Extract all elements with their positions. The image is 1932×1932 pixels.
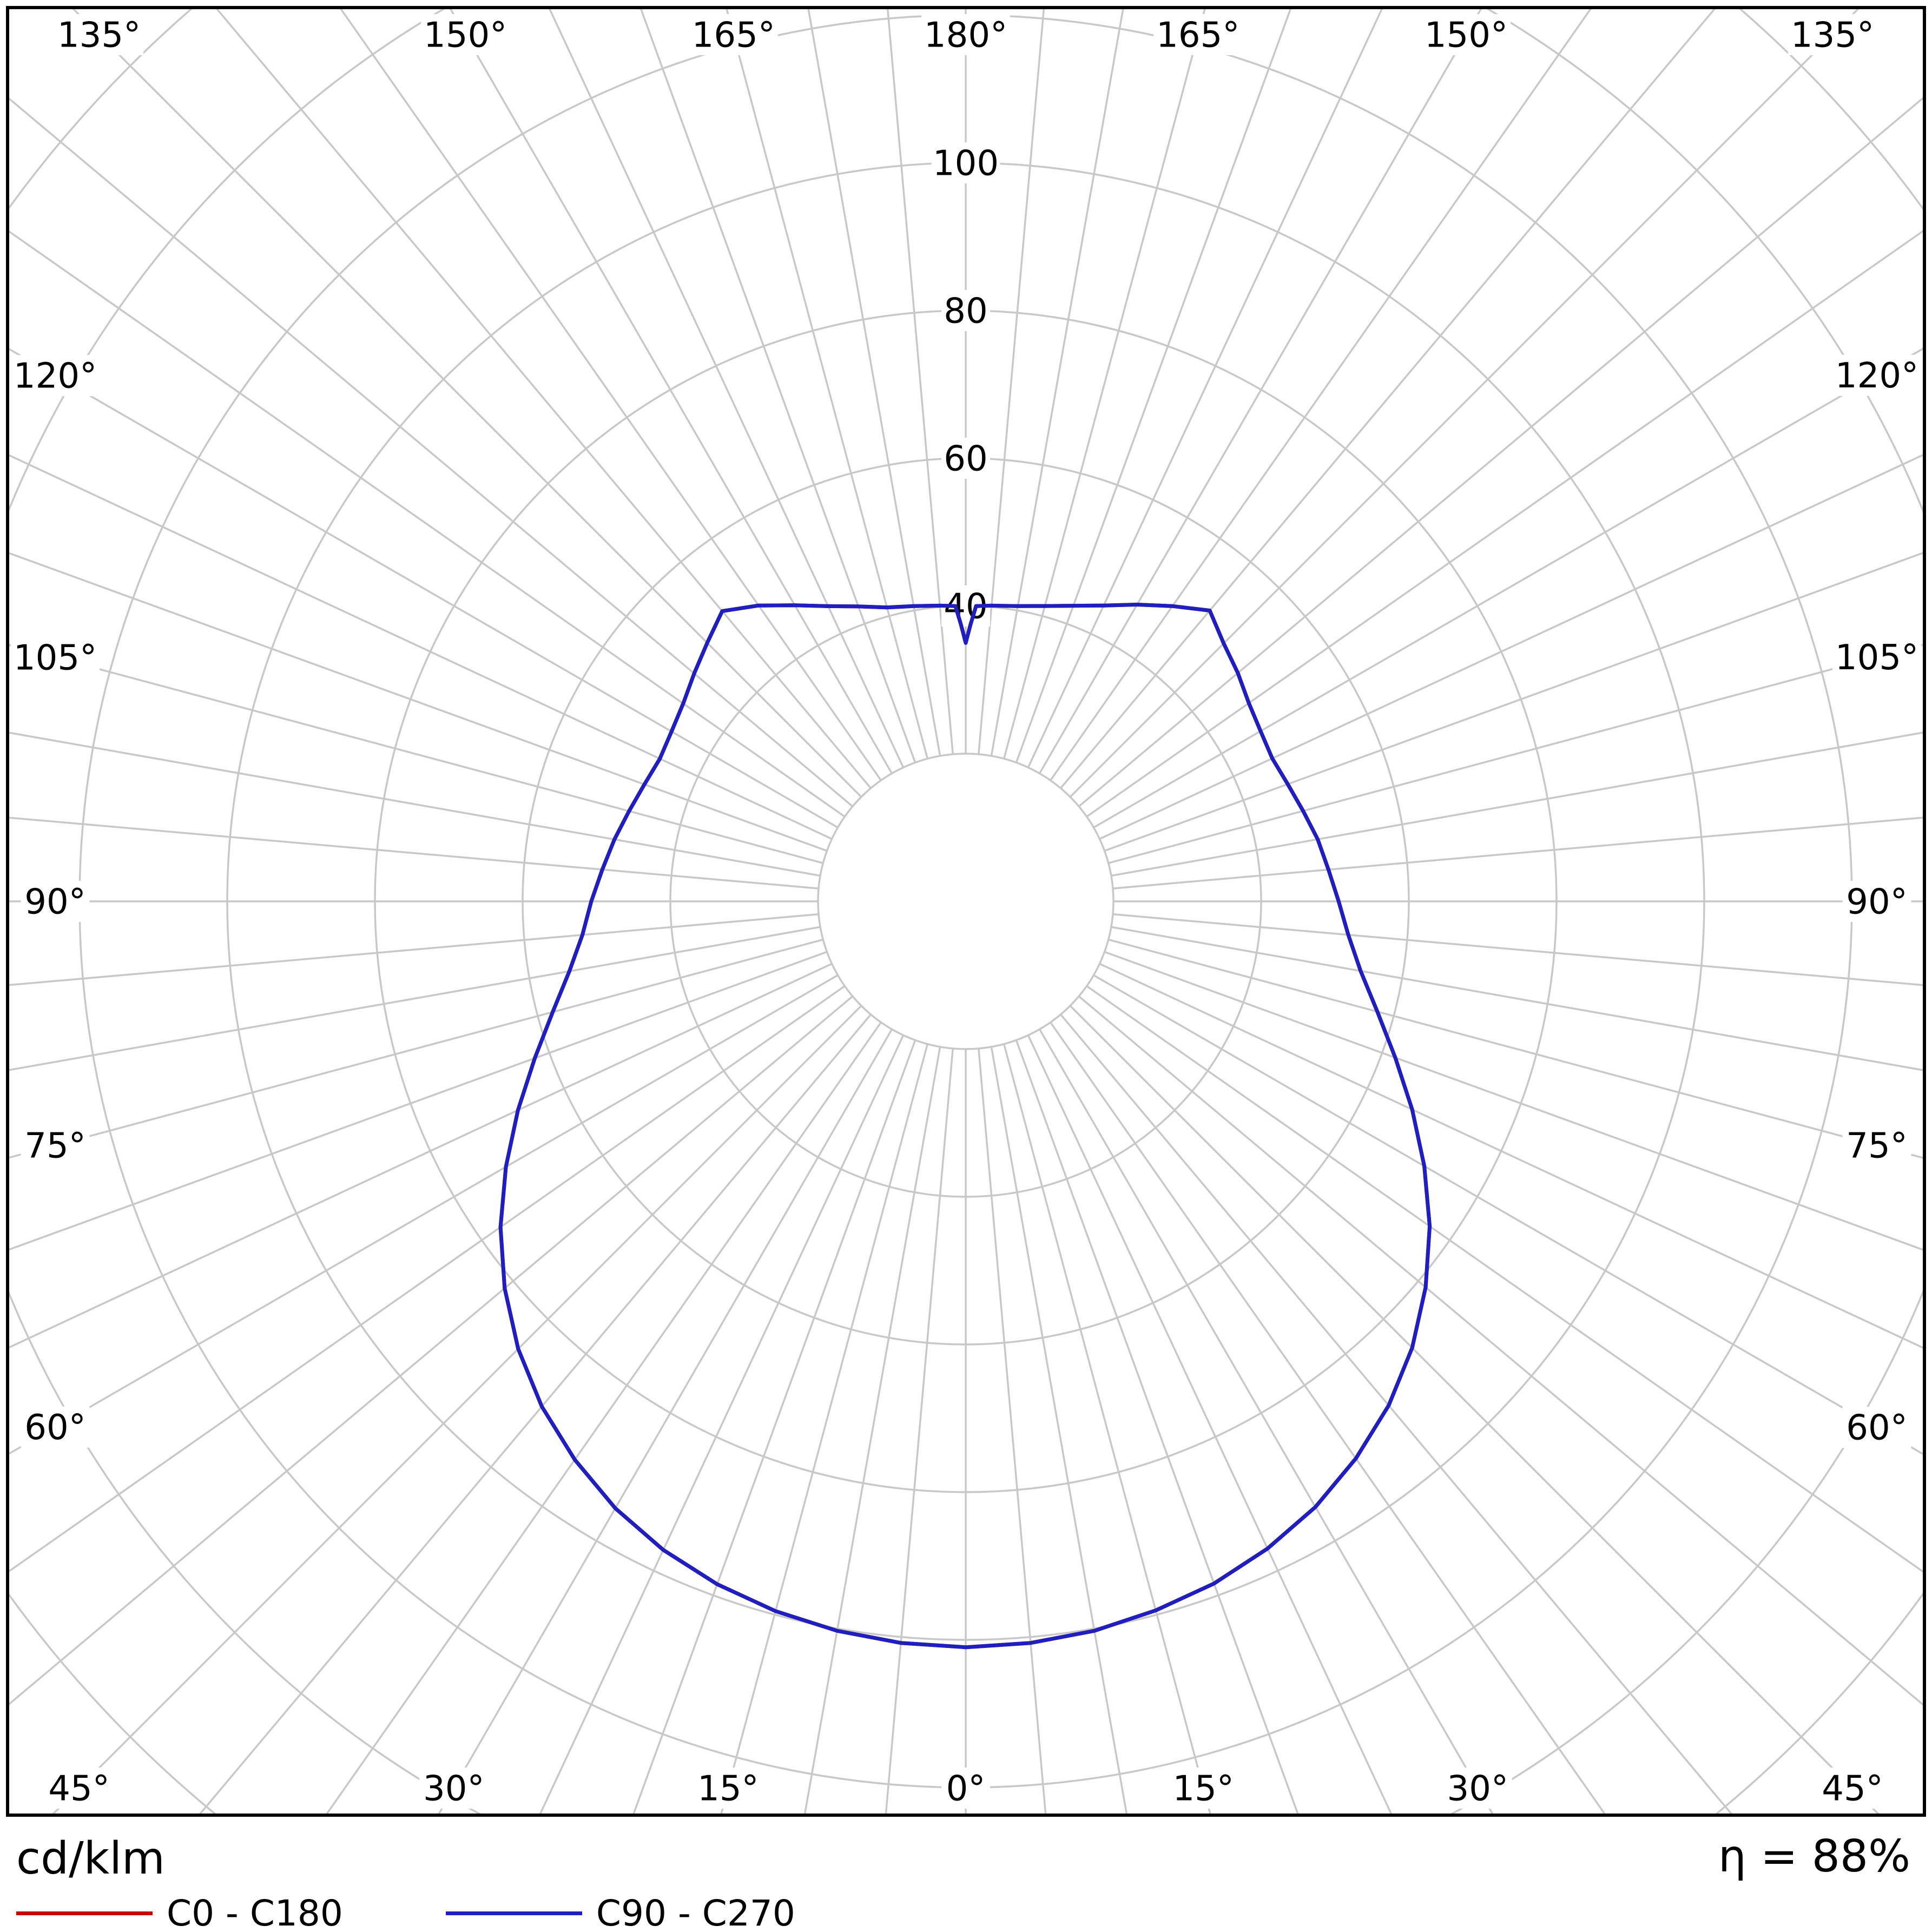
angle-label-165-left: 165° [692,15,775,55]
angle-label-0: 0° [946,1769,986,1809]
legend-item-c90-c270: C90 - C270 [445,1893,898,1932]
c90-c270-label: C90 - C270 [596,1893,795,1932]
angle-label-135-left: 135° [57,15,141,55]
angle-label-75-left: 75° [24,1126,85,1166]
angle-label-105-left: 105° [14,638,97,678]
angle-label-60-left: 60° [24,1408,85,1448]
angle-label-15-left: 15° [697,1769,759,1809]
angle-label-75-right: 75° [1846,1126,1907,1166]
radial-tick-60: 60 [944,439,987,479]
angle-label-90-left: 90° [24,882,85,922]
angle-label-180: 180° [924,15,1007,55]
diagram-frame [6,6,1926,1817]
angle-label-135-right: 135° [1791,15,1874,55]
radial-tick-100: 100 [933,143,999,183]
angle-label-30-right: 30° [1447,1769,1508,1809]
radial-tick-80: 80 [944,291,987,331]
efficiency-label: η = 88% [1718,1831,1910,1882]
angle-label-120-right: 120° [1835,356,1918,396]
c0-c180-line-swatch [16,1911,153,1915]
angle-label-45-right: 45° [1822,1769,1883,1809]
angle-label-150-right: 150° [1425,15,1508,55]
curve-c90-c270 [498,603,1432,1650]
c90-c270-line-swatch [445,1911,582,1915]
angle-label-60-right: 60° [1846,1408,1907,1448]
angle-label-45-left: 45° [48,1769,109,1809]
angle-label-15-right: 15° [1172,1769,1234,1809]
angle-label-120-left: 120° [14,357,97,397]
angle-label-150-left: 150° [424,15,507,55]
angle-label-30-left: 30° [423,1769,484,1809]
units-label: cd/klm [16,1833,165,1884]
legend: C0 - C180 C90 - C270 [16,1893,898,1932]
c0-c180-label: C0 - C180 [167,1893,343,1932]
legend-item-c0-c180: C0 - C180 [16,1893,446,1932]
angle-label-90-right: 90° [1846,882,1907,922]
angle-label-105-right: 105° [1835,638,1918,678]
angle-label-165-right: 165° [1156,15,1239,55]
